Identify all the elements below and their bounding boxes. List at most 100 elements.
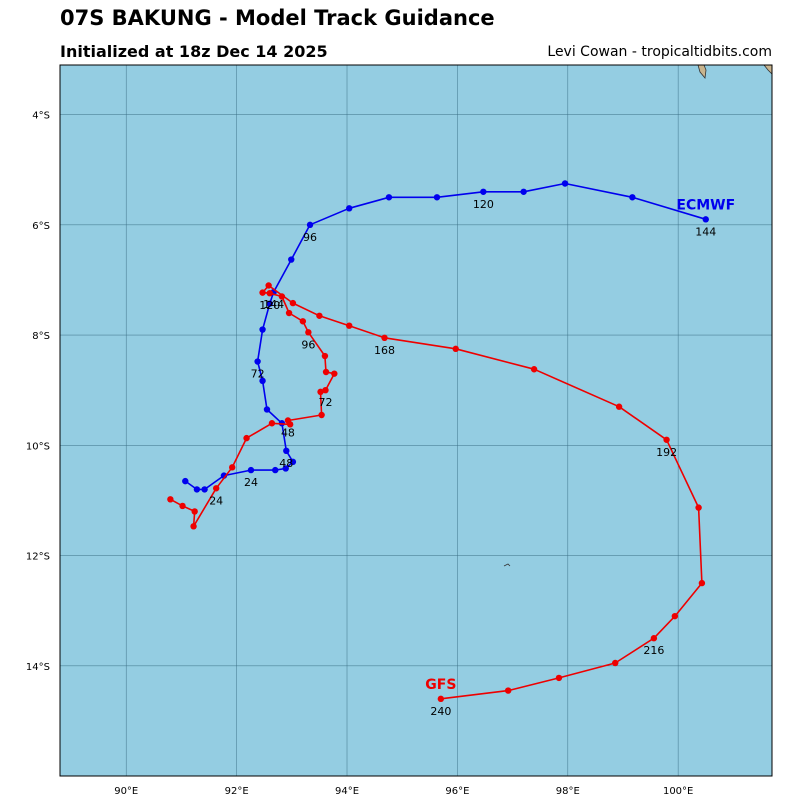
gfs-track-point[interactable] [671, 612, 679, 620]
ecmwf-track-point[interactable] [702, 216, 709, 223]
gfs-track-point[interactable] [179, 502, 186, 510]
lat-tick-label: 4°S [32, 111, 50, 122]
ecmwf-track-point[interactable] [247, 466, 255, 474]
gfs-model-label: GFS [425, 677, 456, 693]
ecmwf-hour-label: 96 [303, 231, 317, 244]
gfs-track-point[interactable] [284, 417, 292, 424]
gfs-track-point[interactable] [322, 386, 329, 394]
lon-tick-label: 92°E [225, 786, 249, 797]
gfs-hour-label: 216 [643, 644, 664, 657]
ecmwf-track-point[interactable] [346, 205, 353, 212]
gfs-hour-label: 240 [430, 705, 451, 718]
grid-lines [60, 65, 772, 776]
ecmwf-track-point[interactable] [263, 406, 271, 413]
ecmwf-track-point[interactable] [480, 188, 487, 195]
ecmwf-track-point[interactable] [182, 477, 189, 485]
ecmwf-hour-label: 144 [263, 298, 284, 311]
lat-tick-label: 10°S [26, 441, 50, 452]
land-islet-small [503, 563, 511, 567]
ecmwf-track-point[interactable] [561, 180, 569, 187]
gfs-track-point[interactable] [212, 485, 220, 492]
ecmwf-hour-label: 48 [279, 457, 293, 470]
gfs-track-point[interactable] [695, 504, 702, 511]
gfs-track-point[interactable] [190, 523, 197, 530]
map-frame [59, 64, 773, 777]
ocean-background [60, 65, 772, 776]
gfs-track-point[interactable] [317, 388, 324, 396]
gfs-track-point[interactable] [318, 411, 325, 419]
gfs-track-point[interactable] [331, 370, 338, 377]
gfs-hour-label: 192 [656, 446, 677, 459]
lon-tick-label: 98°E [556, 786, 580, 797]
gfs-hour-label: 24 [209, 494, 223, 507]
ecmwf-track-point[interactable] [282, 465, 289, 472]
gfs-track-point[interactable] [266, 289, 273, 297]
ecmwf-track-point[interactable] [306, 221, 314, 229]
gfs-track: 24 48 72 96 120 168 192 216 240 GFS [167, 282, 706, 718]
ecmwf-hour-label: 72 [251, 368, 265, 381]
gfs-track-point[interactable] [346, 322, 353, 329]
gfs-track-point[interactable] [229, 464, 236, 471]
gfs-track-point[interactable] [381, 334, 388, 342]
gfs-track-point[interactable] [321, 352, 329, 360]
ecmwf-track-point[interactable] [283, 447, 290, 455]
gfs-hour-label: 48 [281, 427, 295, 440]
ecmwf-track-point[interactable] [288, 256, 295, 263]
ecmwf-track-point[interactable] [254, 358, 261, 365]
gfs-track-point[interactable] [437, 695, 445, 703]
gfs-track-point[interactable] [299, 318, 307, 325]
lat-tick-label: 14°S [26, 662, 50, 673]
lat-tick-label: 12°S [26, 552, 50, 563]
gfs-track-point[interactable] [191, 508, 198, 515]
gfs-track-point[interactable] [698, 579, 706, 587]
lon-tick-label: 100°E [663, 786, 693, 797]
ecmwf-track-point[interactable] [193, 486, 201, 493]
lon-tick-label: 94°E [335, 786, 359, 797]
gfs-track-point[interactable] [259, 289, 266, 296]
gfs-track-point[interactable] [278, 293, 286, 300]
gfs-hour-label: 96 [301, 338, 315, 351]
init-time-subtitle: Initialized at 18z Dec 14 2025 [60, 42, 328, 61]
ecmwf-model-label: ECMWF [676, 197, 735, 213]
gfs-track-point[interactable] [289, 299, 297, 307]
gfs-track-point[interactable] [316, 312, 323, 319]
gfs-track-point[interactable] [265, 282, 272, 289]
gfs-track-point[interactable] [305, 329, 312, 336]
ecmwf-track-point[interactable] [259, 326, 266, 333]
gfs-track-point[interactable] [504, 687, 512, 694]
ecmwf-track-point[interactable] [520, 188, 527, 195]
ecmwf-track-line [184, 182, 707, 491]
ecmwf-hour-label: 120 [473, 198, 494, 211]
gfs-track-point[interactable] [167, 496, 174, 503]
gfs-track-point[interactable] [452, 345, 459, 353]
ecmwf-track-point[interactable] [201, 486, 208, 493]
ecmwf-track-point[interactable] [272, 466, 279, 474]
axis-labels: 90°E 92°E 94°E 96°E 98°E 100°E 4°S 6°S 8°S 10°S 12… [26, 111, 693, 797]
ecmwf-track-point[interactable] [289, 458, 297, 466]
ecmwf-track-point[interactable] [385, 194, 393, 201]
lat-tick-label: 6°S [32, 221, 50, 232]
gfs-track-point[interactable] [612, 659, 619, 667]
gfs-hour-label: 72 [318, 396, 332, 409]
ecmwf-track-point[interactable] [259, 377, 266, 385]
ecmwf-hour-label: 24 [244, 476, 258, 489]
ecmwf-track-point[interactable] [629, 194, 636, 201]
gfs-track-point[interactable] [243, 434, 250, 442]
model-tracks: 24487296120144144ECMWF244872961201681922… [167, 180, 735, 718]
ecmwf-track-point[interactable] [433, 194, 441, 201]
gfs-track-point[interactable] [268, 420, 276, 427]
gfs-track-point[interactable] [663, 436, 670, 443]
gfs-track-point[interactable] [650, 635, 658, 642]
gfs-track-point[interactable] [555, 674, 563, 682]
gfs-track-point[interactable] [285, 309, 293, 317]
gfs-hour-label: 120 [259, 299, 280, 312]
ecmwf-hour-label: 144 [695, 225, 716, 238]
gfs-track-point[interactable] [615, 403, 623, 410]
credit-text: Levi Cowan - tropicaltidbits.com [547, 44, 772, 60]
gfs-track-point[interactable] [322, 368, 330, 376]
lon-tick-label: 96°E [445, 786, 469, 797]
ecmwf-track-point[interactable] [266, 300, 273, 307]
gfs-track-point[interactable] [530, 366, 538, 373]
